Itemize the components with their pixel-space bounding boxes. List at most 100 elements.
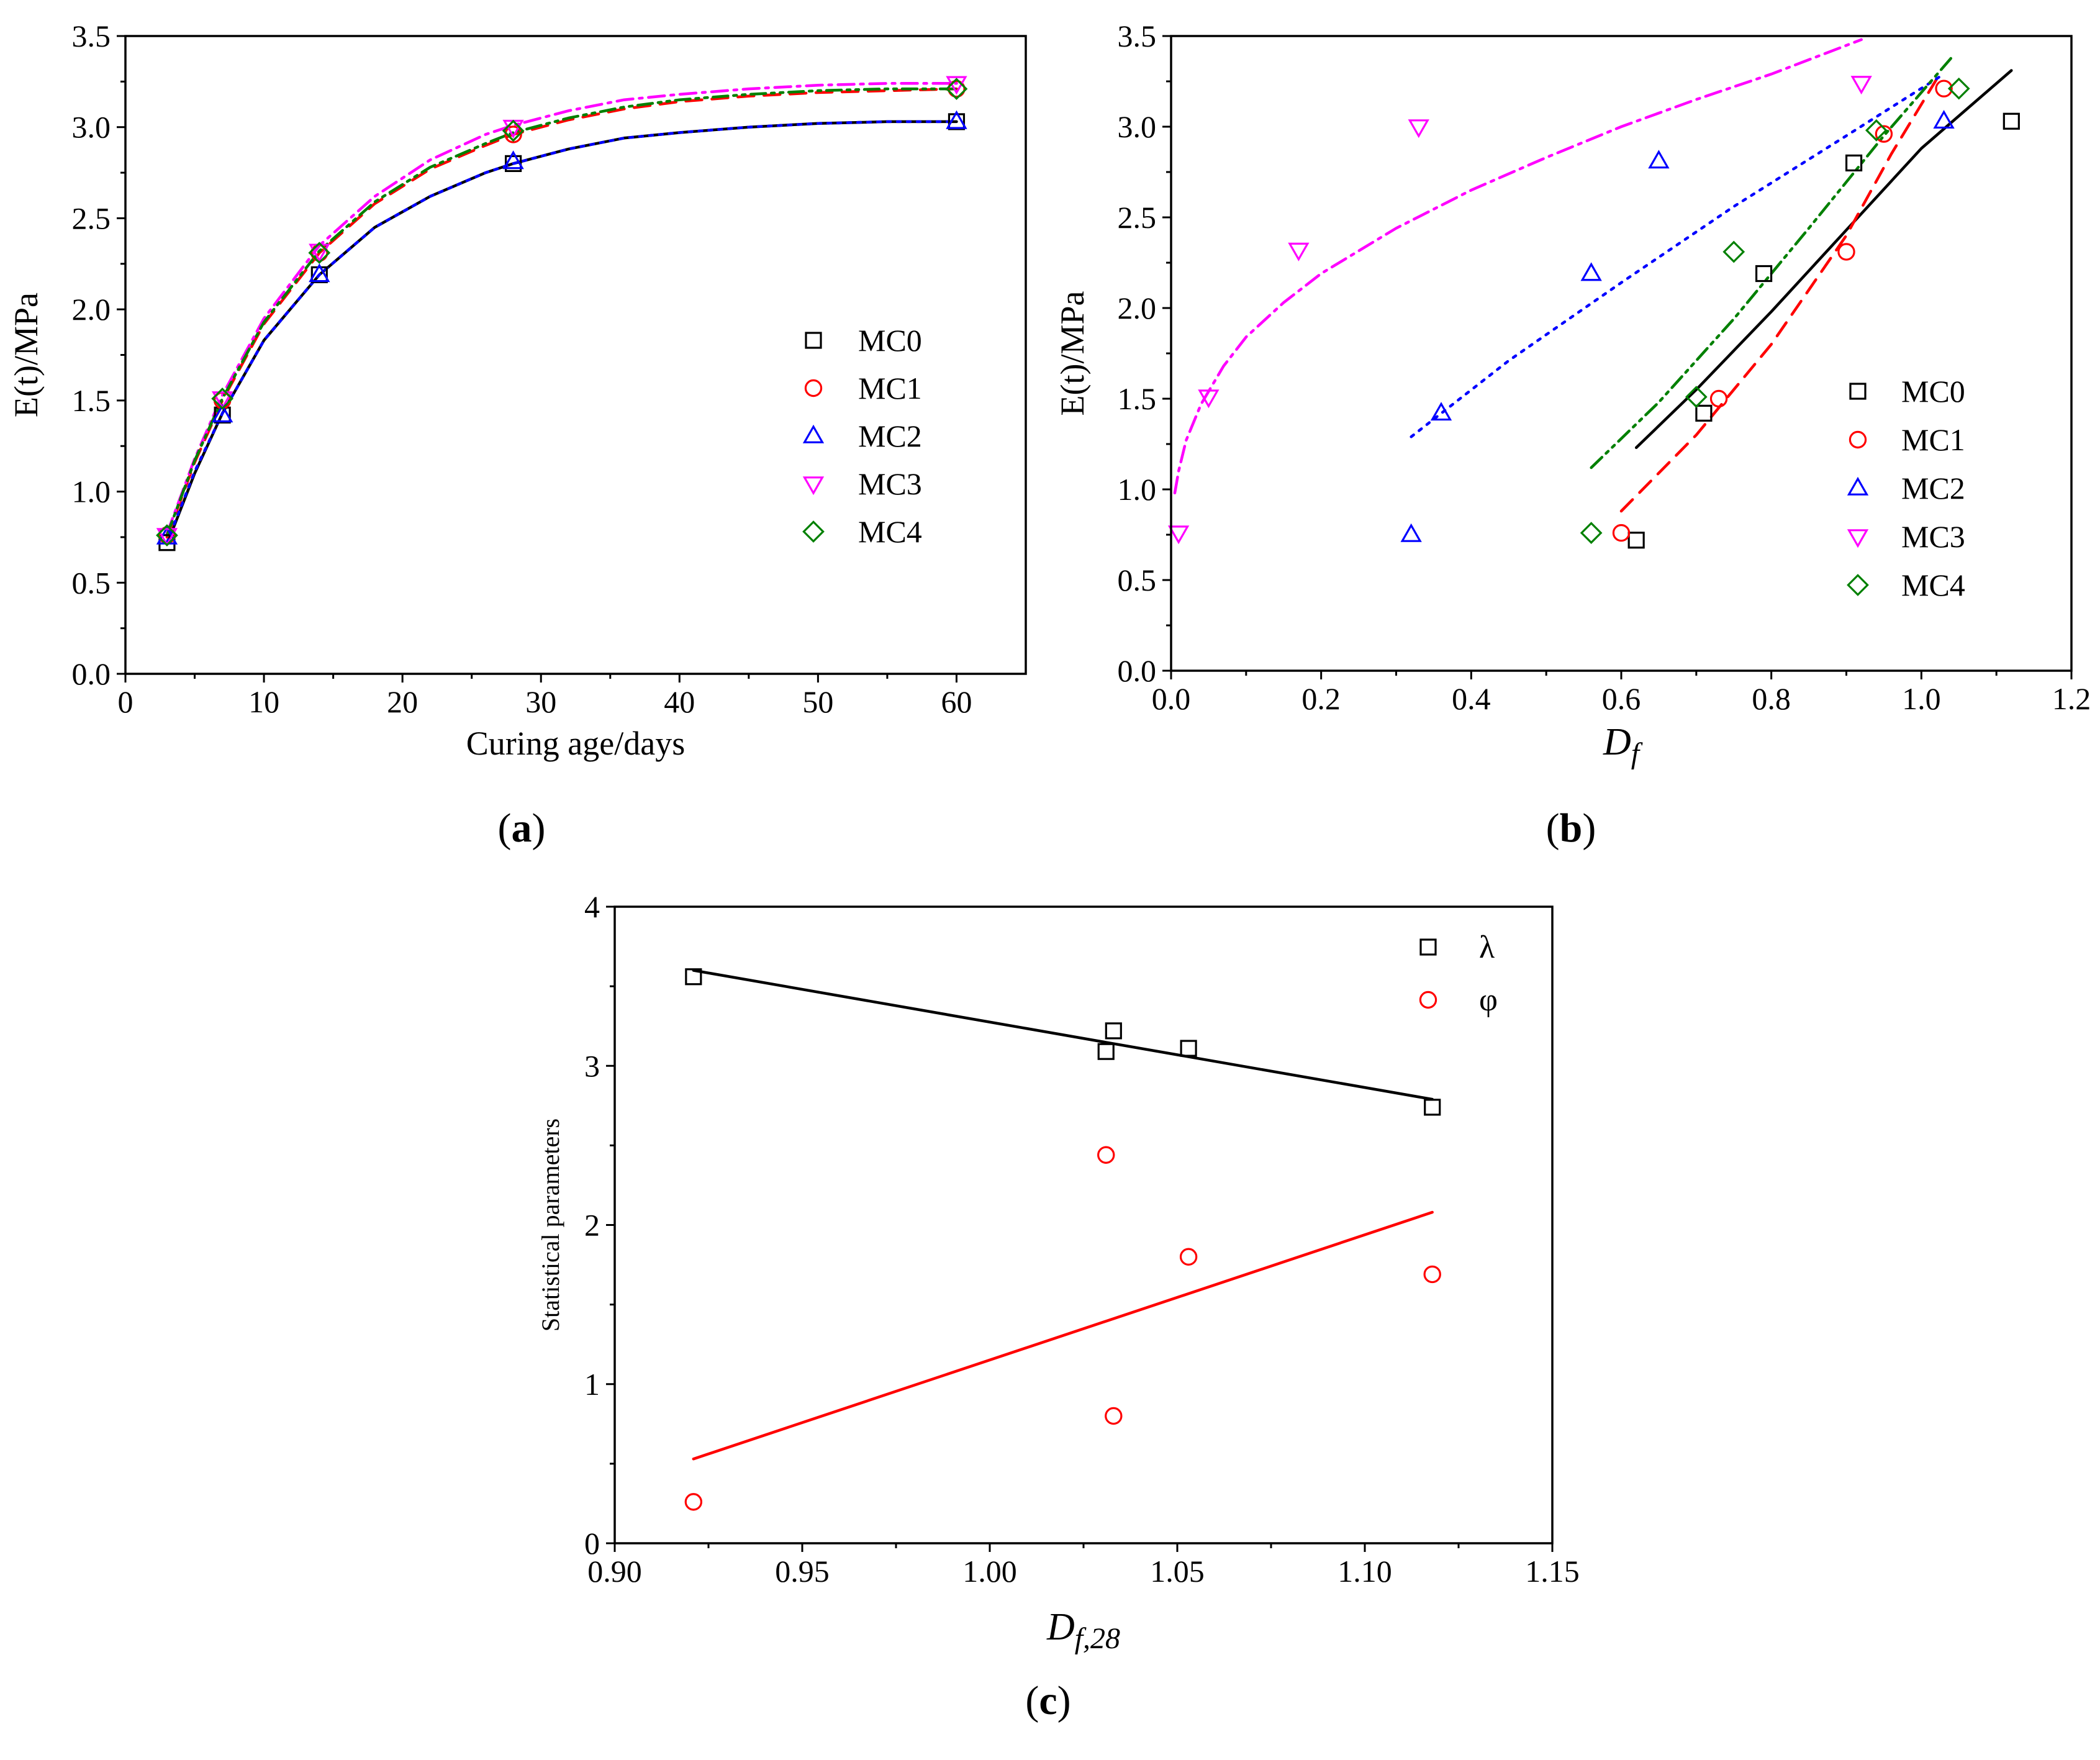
legend-label: MC3 bbox=[858, 466, 922, 501]
data-point-MC4 bbox=[1722, 240, 1745, 263]
data-points bbox=[1167, 76, 2020, 549]
legend-marker-MC4 bbox=[802, 520, 825, 543]
chart-panel-b: 0.0 0.2 0.4 0.6 0.8 1.0 1.2 0.0 0.5 1.0 1.5 2.0 2.5 3… bbox=[1054, 19, 2091, 851]
legend-label: MC0 bbox=[858, 323, 922, 358]
fit-curve-MC0 bbox=[1634, 69, 2013, 450]
fit-curves bbox=[692, 969, 1434, 1461]
data-point-MC3 bbox=[1850, 76, 1872, 95]
y-tick-label: 2.5 bbox=[1118, 200, 1157, 235]
y-tick-label: 1.0 bbox=[72, 474, 111, 509]
data-point-MC2 bbox=[211, 404, 233, 423]
legend-marker-MC1 bbox=[1849, 430, 1867, 449]
data-point-MC3 bbox=[309, 243, 330, 263]
fit-curve-MC2 bbox=[1410, 73, 1945, 438]
panel-label: (b) bbox=[1546, 805, 1596, 851]
x-tick-label: 40 bbox=[664, 684, 695, 719]
y-tick-label: 1.0 bbox=[1118, 472, 1157, 507]
y-tick-label: 3.5 bbox=[72, 19, 111, 53]
x-tick-label: 50 bbox=[802, 684, 833, 719]
data-point-MC4 bbox=[945, 78, 968, 100]
legend-marker-MC4 bbox=[1847, 574, 1869, 596]
legend-label: MC0 bbox=[1901, 374, 1965, 409]
y-tick-label: 0.0 bbox=[72, 656, 111, 691]
legend: MC0 MC1 MC2 MC3 MC4 bbox=[802, 323, 922, 549]
fit-curve-φ bbox=[692, 1210, 1434, 1461]
legend-label: MC1 bbox=[858, 371, 922, 406]
y-tick-label: 2.0 bbox=[72, 292, 111, 327]
y-tick-label: 2.0 bbox=[1118, 291, 1157, 325]
data-point-MC1 bbox=[504, 125, 522, 143]
data-point-φ bbox=[1423, 1265, 1441, 1284]
legend-marker-MC2 bbox=[802, 424, 825, 443]
y-axis-label: Statistical parameters bbox=[536, 1118, 564, 1331]
data-point-φ bbox=[1105, 1407, 1123, 1425]
data-point-MC0 bbox=[1695, 404, 1713, 422]
legend-label: λ bbox=[1479, 930, 1495, 965]
fit-curve-λ bbox=[692, 969, 1434, 1101]
data-point-λ bbox=[685, 968, 702, 986]
legend-label: φ bbox=[1479, 982, 1498, 1018]
y-tick-label: 1 bbox=[584, 1367, 600, 1402]
y-tick-label: 2.5 bbox=[72, 201, 111, 235]
plot-frame bbox=[1170, 35, 2073, 672]
data-point-MC3 bbox=[1198, 389, 1220, 409]
data-point-λ bbox=[1097, 1043, 1115, 1060]
data-point-MC4 bbox=[502, 119, 525, 142]
data-point-MC4 bbox=[1580, 522, 1603, 544]
x-tick-label: 1.10 bbox=[1337, 1554, 1392, 1589]
fit-curve-MC1 bbox=[1619, 78, 1938, 513]
data-point-MC4 bbox=[156, 524, 178, 547]
data-point-φ bbox=[1179, 1248, 1198, 1266]
data-point-MC4 bbox=[308, 242, 331, 265]
data-points bbox=[156, 76, 968, 551]
x-tick-label: 0.6 bbox=[1602, 681, 1641, 716]
legend-marker-MC1 bbox=[804, 379, 823, 397]
x-tick-label: 60 bbox=[941, 684, 972, 719]
fit-curves bbox=[165, 82, 958, 546]
y-tick-label: 0.5 bbox=[1118, 563, 1157, 597]
x-tick-label: 1.0 bbox=[1902, 681, 1941, 716]
data-point-MC3 bbox=[1167, 525, 1190, 545]
plot-frame bbox=[613, 905, 1554, 1545]
y-tick-label: 0.0 bbox=[1118, 653, 1157, 688]
legend-marker-λ bbox=[1419, 938, 1437, 956]
y-tick-label: 0.5 bbox=[72, 565, 111, 600]
data-point-MC3 bbox=[156, 528, 178, 547]
data-point-MC4 bbox=[1947, 77, 1970, 100]
axis-ticks: 0 10 20 30 40 50 60 0.0 0.5 1.0 1.5 2.0 2.5 3.0 3.5 bbox=[72, 19, 972, 719]
data-point-MC3 bbox=[1408, 119, 1429, 138]
data-point-MC2 bbox=[309, 263, 330, 283]
data-point-MC4 bbox=[211, 388, 234, 410]
x-axis-label: Df,28 bbox=[1046, 1606, 1120, 1655]
legend-label: MC4 bbox=[858, 514, 922, 549]
y-tick-label: 2 bbox=[584, 1208, 600, 1243]
plot-frame bbox=[124, 35, 1027, 675]
data-point-MC2 bbox=[1430, 402, 1452, 421]
data-point-λ bbox=[1424, 1099, 1441, 1116]
x-tick-label: 0.8 bbox=[1752, 681, 1791, 716]
chart-panel-c: 0.90 0.95 1.00 1.05 1.10 1.15 0 1 2 3 4 Df,28 Statis… bbox=[536, 889, 1580, 1723]
legend-marker-MC2 bbox=[1847, 476, 1869, 496]
fit-curve-MC2 bbox=[165, 120, 958, 544]
y-tick-label: 1.5 bbox=[1118, 381, 1157, 416]
x-tick-label: 1.2 bbox=[2052, 681, 2091, 716]
legend-marker-MC3 bbox=[802, 476, 825, 496]
x-tick-label: 0.4 bbox=[1452, 681, 1491, 716]
legend-label: MC2 bbox=[1901, 471, 1965, 506]
data-point-MC0 bbox=[1845, 154, 1863, 171]
legend-marker-MC3 bbox=[1847, 529, 1869, 548]
fit-curve-MC3 bbox=[1173, 38, 1863, 495]
data-point-MC3 bbox=[211, 391, 233, 411]
y-tick-label: 0 bbox=[584, 1526, 600, 1561]
y-tick-label: 3.0 bbox=[72, 110, 111, 145]
y-tick-label: 3 bbox=[584, 1048, 600, 1083]
data-point-MC1 bbox=[1837, 243, 1855, 261]
data-point-λ bbox=[1180, 1040, 1197, 1057]
x-tick-label: 0.0 bbox=[1152, 681, 1191, 716]
x-tick-label: 0.90 bbox=[587, 1554, 642, 1589]
x-tick-label: 10 bbox=[248, 684, 279, 719]
x-tick-label: 0.95 bbox=[775, 1554, 830, 1589]
data-points bbox=[684, 968, 1441, 1511]
